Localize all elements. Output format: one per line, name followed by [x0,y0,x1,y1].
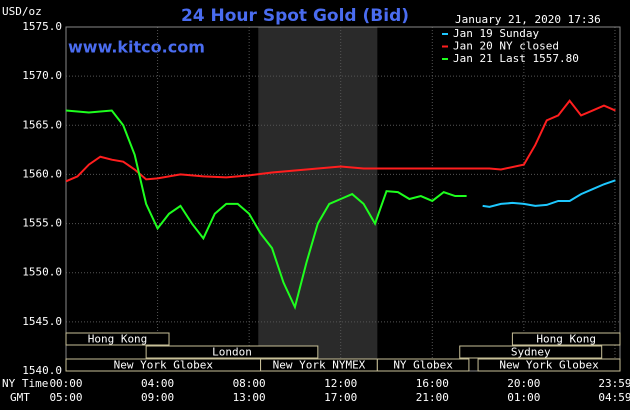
y-tick-label: 1565.0 [22,118,62,131]
y-tick-label: 1570.0 [22,69,62,82]
x2-tick-label: 04:59 [598,391,630,404]
y-tick-label: 1560.0 [22,167,62,180]
shaded-range [258,27,378,371]
session-box [477,358,621,372]
x2-tick-label: 09:00 [141,391,174,404]
x2-axis-label: GMT [10,391,30,404]
price-line [65,109,467,311]
website: www.kitco.com [68,38,205,57]
legend-label: Jan 19 Sunday [453,27,539,40]
legend-label: Jan 21 Last 1557.80 [453,52,579,65]
session-label: NY Globex [393,359,453,372]
y-axis-label: USD/oz [2,5,42,18]
session-box [459,345,603,359]
session-label: Sydney [511,346,551,359]
session-label: Hong Kong [88,333,148,346]
y-tick-label: 1550.0 [22,266,62,279]
session-box [65,332,170,346]
y-tick-label: 1555.0 [22,217,62,230]
x-tick-label: 00:00 [49,377,82,390]
x-tick-label: 12:00 [324,377,357,390]
session-box [145,345,319,359]
x2-tick-label: 01:00 [507,391,540,404]
y-tick-label: 1575.0 [22,20,62,33]
y-tick-label: 1540.0 [22,364,62,377]
legend-label: Jan 20 NY closed [453,40,559,53]
session-box [511,332,621,346]
x2-tick-label: 05:00 [49,391,82,404]
session-label: New York Globex [499,359,599,372]
session-label: New York Globex [114,359,214,372]
x-tick-label: 16:00 [416,377,449,390]
y-tick-label: 1545.0 [22,315,62,328]
chart-title: 24 Hour Spot Gold (Bid) [181,6,409,26]
session-label: New York NYMEX [273,359,366,372]
x2-tick-label: 13:00 [233,391,266,404]
session-label: London [212,346,252,359]
x-tick-label: 04:00 [141,377,174,390]
x2-tick-label: 17:00 [324,391,357,404]
price-line [65,99,616,183]
x-tick-label: 20:00 [507,377,540,390]
timestamp: January 21, 2020 17:36 [455,13,601,26]
session-box [376,358,470,372]
x-axis-label: NY Time [2,377,48,390]
x2-tick-label: 21:00 [416,391,449,404]
session-label: Hong Kong [536,333,596,346]
x-tick-label: 23:59 [598,377,630,390]
price-line [482,179,616,208]
x-tick-label: 08:00 [233,377,266,390]
